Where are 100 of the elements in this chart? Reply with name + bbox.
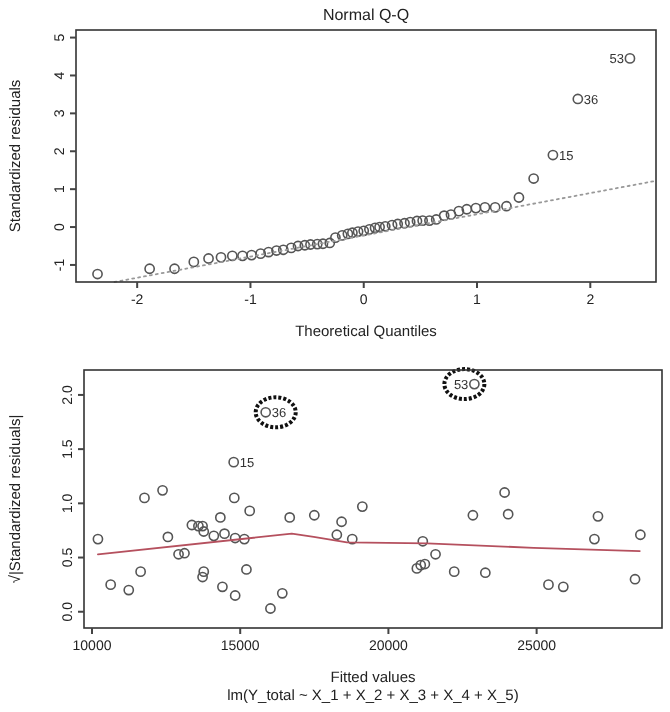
point (208, 530, 220, 542)
point (346, 533, 358, 545)
point (228, 492, 240, 504)
point (379, 220, 391, 232)
point (144, 263, 156, 275)
point (265, 603, 276, 614)
point (311, 238, 323, 250)
point (197, 520, 208, 532)
point (215, 251, 227, 263)
point (271, 245, 282, 256)
point (336, 516, 347, 528)
point (193, 520, 204, 532)
chart-title: Normal Q-Q (322, 6, 410, 24)
point (241, 564, 252, 575)
point (589, 533, 600, 545)
point (513, 192, 525, 203)
point (246, 249, 257, 261)
point (169, 263, 180, 275)
point (453, 205, 465, 217)
point (424, 215, 435, 227)
point (331, 529, 343, 541)
point (105, 579, 117, 591)
point (547, 149, 559, 161)
point (188, 256, 200, 268)
point (123, 584, 135, 596)
point (179, 547, 190, 559)
point (292, 240, 304, 252)
point (237, 250, 248, 262)
point (317, 238, 329, 250)
point (411, 562, 423, 574)
point (502, 508, 514, 520)
point (358, 225, 370, 237)
point (198, 526, 210, 537)
line-series (97, 532, 641, 556)
point (299, 239, 311, 251)
point (499, 487, 511, 498)
point (197, 571, 208, 583)
point (399, 217, 410, 229)
point (352, 226, 364, 237)
point (356, 501, 368, 512)
point (404, 216, 416, 228)
point (238, 533, 250, 545)
point (438, 210, 450, 222)
point (468, 378, 480, 390)
point (203, 253, 214, 264)
point (417, 535, 429, 547)
point (324, 237, 336, 249)
point (419, 558, 431, 570)
point (501, 200, 512, 212)
point (229, 532, 241, 544)
point (157, 484, 168, 496)
point (226, 250, 238, 262)
point (528, 173, 540, 184)
point (479, 201, 491, 213)
point (445, 209, 457, 220)
point (461, 203, 473, 215)
point (592, 510, 604, 522)
point (276, 587, 288, 599)
point (308, 509, 320, 521)
point (470, 202, 482, 214)
point (557, 581, 569, 593)
point (634, 529, 646, 541)
point (198, 566, 210, 578)
point (228, 456, 240, 468)
point (139, 492, 150, 504)
point (369, 222, 381, 234)
point (430, 214, 442, 225)
point (411, 215, 423, 227)
point (342, 228, 354, 240)
point (629, 573, 641, 585)
point (186, 519, 198, 531)
point (543, 579, 554, 591)
point (347, 227, 358, 239)
point (430, 548, 441, 560)
point (284, 512, 296, 523)
point (364, 223, 375, 235)
point (260, 406, 272, 418)
point (229, 590, 241, 601)
point (467, 509, 479, 521)
point (489, 201, 501, 213)
point (244, 505, 256, 517)
point (479, 567, 491, 579)
point (374, 221, 385, 233)
point (415, 559, 427, 571)
point (386, 219, 398, 231)
point (217, 581, 228, 593)
point (162, 531, 174, 543)
point (92, 268, 103, 280)
point (135, 566, 147, 578)
point (448, 566, 460, 578)
point (219, 528, 230, 540)
point (330, 232, 341, 244)
point (277, 244, 289, 256)
point (305, 239, 316, 250)
point (255, 248, 267, 259)
point (285, 242, 297, 254)
point (336, 229, 348, 241)
point (214, 512, 226, 523)
point (263, 246, 274, 258)
point (572, 93, 584, 105)
